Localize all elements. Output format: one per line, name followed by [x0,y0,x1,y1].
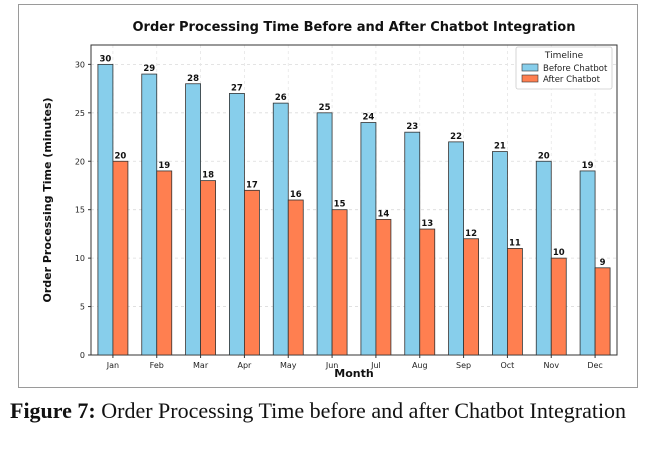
bar-after-feb [156,170,173,356]
data-label-before: 27 [231,83,243,93]
data-label-after: 10 [553,248,565,258]
bar-after-jun [331,209,348,356]
bar-after-sep [463,238,479,356]
bar-before-nov [535,160,552,356]
legend-swatch [521,63,539,72]
data-label-after: 19 [158,161,170,171]
y-tick-label: 25 [75,109,85,118]
bar-before-jan [97,63,114,356]
data-label-after: 12 [465,229,477,239]
figure-caption: Figure 7: Order Processing Time before a… [10,397,646,425]
x-tick-label: Jan [106,361,119,370]
data-label-before: 26 [275,93,287,103]
data-label-before: 22 [450,132,462,142]
x-tick-label: Jun [325,361,339,370]
x-tick-label: Jul [370,361,381,370]
bar-chart: Order Processing Time Before and After C… [41,20,618,380]
data-label-before: 28 [187,74,199,84]
x-tick-label: Aug [412,361,428,370]
data-label-before: 23 [406,122,418,132]
data-label-after: 15 [334,200,346,210]
y-tick-label: 0 [80,351,85,360]
data-label-after: 16 [290,190,302,200]
bar-before-jun [316,112,333,356]
data-label-before: 25 [319,103,331,113]
bar-before-apr [229,93,245,356]
bar-after-dec [594,267,611,356]
data-label-after: 18 [202,171,214,181]
legend-title: Timeline [544,51,584,61]
bar-after-apr [244,189,260,356]
y-tick-label: 5 [80,303,85,312]
x-tick-label: Mar [193,361,209,370]
bar-before-mar [185,83,201,356]
bar-after-jul [375,218,392,356]
figure-frame: Order Processing Time Before and After C… [18,4,638,388]
caption-text: Order Processing Time before and after C… [95,398,627,423]
data-label-before: 20 [538,151,550,161]
data-label-before: 24 [362,113,374,123]
bar-before-dec [579,170,596,356]
bar-before-sep [448,141,464,356]
y-tick-label: 15 [75,206,85,215]
data-label-before: 21 [494,142,506,152]
data-label-after: 17 [246,180,258,190]
x-tick-label: Oct [500,361,514,370]
chart-title: Order Processing Time Before and After C… [133,20,576,35]
plot-area-border [90,44,618,356]
y-axis-label: Order Processing Time (minutes) [41,97,54,302]
bar-before-may [272,102,289,356]
legend-label: After Chatbot [543,75,601,85]
x-tick-label: May [280,361,297,370]
bar-after-may [287,199,304,356]
bar-before-oct [492,151,508,356]
y-tick-label: 30 [75,60,85,69]
data-label-after: 11 [509,238,521,248]
data-label-before: 19 [582,161,594,171]
bar-after-oct [507,248,523,356]
data-label-after: 13 [421,219,433,229]
bar-after-jan [112,160,129,356]
bar-before-feb [141,73,158,356]
data-label-before: 30 [99,54,111,64]
x-tick-label: Nov [543,361,559,370]
data-label-after: 14 [377,209,389,219]
legend-label: Before Chatbot [543,64,608,74]
y-tick-label: 10 [75,254,85,263]
bar-after-aug [419,228,436,356]
legend-swatch [521,74,539,83]
x-tick-label: Dec [587,361,602,370]
x-tick-label: Apr [237,361,252,370]
x-tick-label: Feb [150,361,164,370]
bar-after-mar [200,180,216,356]
y-tick-label: 20 [75,157,85,166]
legend-box [515,46,613,90]
caption-label: Figure 7: [10,398,96,423]
x-axis-label: Month [334,367,373,380]
bar-after-nov [550,257,567,356]
x-tick-label: Sep [456,361,471,370]
data-label-after: 20 [114,151,126,161]
data-label-after: 9 [600,258,606,268]
bar-before-aug [404,131,421,356]
bar-before-jul [360,122,377,356]
data-label-before: 29 [143,64,155,74]
